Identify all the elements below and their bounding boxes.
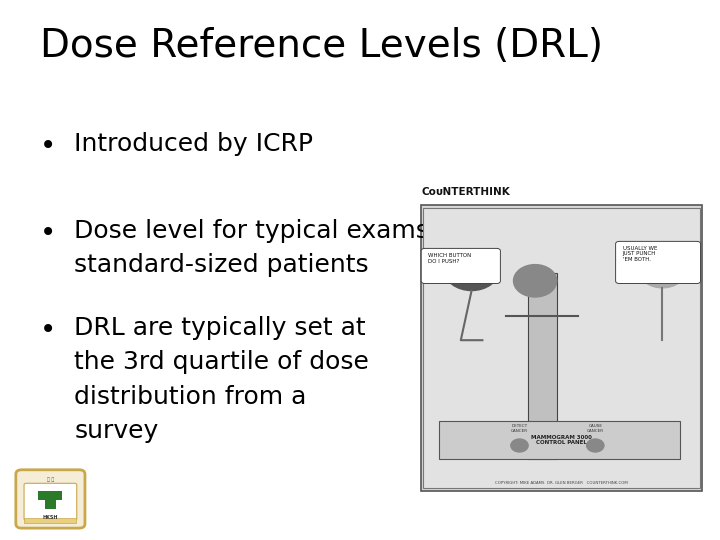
Text: CᴏᴜNTERTHINK: CᴏᴜNTERTHINK: [421, 187, 510, 197]
Text: MAMMOGRAM 3000
CONTROL PANEL: MAMMOGRAM 3000 CONTROL PANEL: [531, 435, 592, 446]
Circle shape: [639, 252, 686, 288]
FancyBboxPatch shape: [16, 470, 85, 528]
FancyBboxPatch shape: [24, 483, 77, 520]
Text: 養 和: 養 和: [47, 477, 54, 482]
Text: COPYRIGHT: MIKE ADAMS  DR. GLEN BERGER   COUNTERTHINK.COM: COPYRIGHT: MIKE ADAMS DR. GLEN BERGER CO…: [495, 481, 628, 485]
Text: DETECT
CANCER: DETECT CANCER: [511, 424, 528, 433]
Bar: [423, 208, 700, 488]
Text: •: •: [40, 316, 56, 344]
Circle shape: [444, 249, 499, 291]
Text: HKSH: HKSH: [42, 515, 58, 521]
FancyBboxPatch shape: [616, 241, 701, 284]
Circle shape: [513, 265, 557, 297]
Text: •: •: [40, 219, 56, 247]
Text: Dose Reference Levels (DRL): Dose Reference Levels (DRL): [40, 27, 603, 65]
Text: Introduced by ICRP: Introduced by ICRP: [74, 132, 313, 156]
Text: DRL are typically set at
the 3rd quartile of dose
distribution from a
survey: DRL are typically set at the 3rd quartil…: [74, 316, 369, 443]
Bar: [439, 421, 680, 459]
Bar: [24, 518, 76, 523]
Text: USUALLY WE
JUST PUNCH
'EM BOTH.: USUALLY WE JUST PUNCH 'EM BOTH.: [623, 246, 657, 262]
Text: WHICH BUTTON
DO I PUSH?: WHICH BUTTON DO I PUSH?: [428, 253, 472, 264]
Circle shape: [510, 439, 528, 452]
Text: •: •: [40, 132, 56, 160]
FancyBboxPatch shape: [421, 248, 500, 284]
Text: CAUSE
CANCER: CAUSE CANCER: [587, 424, 604, 433]
Bar: [38, 491, 63, 500]
Bar: [528, 273, 557, 459]
Bar: [45, 490, 56, 509]
Bar: [421, 205, 702, 491]
Circle shape: [587, 439, 604, 452]
Text: Dose level for typical exams for group of
standard-sized patients: Dose level for typical exams for group o…: [74, 219, 585, 277]
